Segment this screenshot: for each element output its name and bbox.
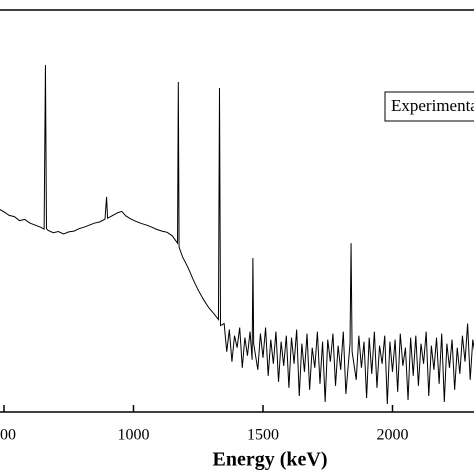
spectrum-line: [0, 65, 474, 404]
plot-frame: [0, 9, 474, 413]
legend-label: Experimental: [391, 96, 474, 115]
x-axis-label: Energy (keV): [213, 449, 328, 471]
x-tick-label: 1000: [118, 427, 150, 444]
x-tick-label: 1500: [247, 427, 279, 444]
x-tick-label: 500: [0, 427, 16, 444]
legend-box: [384, 91, 474, 122]
x-tick-label: 2000: [377, 427, 409, 444]
